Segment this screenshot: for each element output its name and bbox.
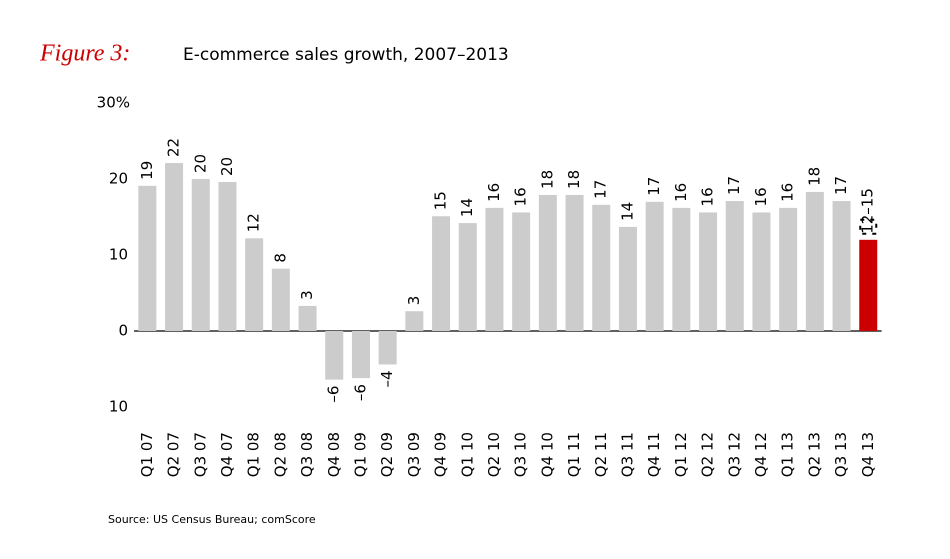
value-label: 15 bbox=[432, 191, 450, 210]
source: Source: US Census Bureau; comScore bbox=[108, 513, 316, 526]
bar bbox=[512, 212, 531, 331]
bar bbox=[592, 204, 611, 331]
bar bbox=[672, 207, 691, 331]
value-label: 16 bbox=[485, 183, 503, 202]
bar bbox=[859, 239, 878, 331]
x-tick-label: Q2 11 bbox=[592, 432, 610, 477]
value-label: 16 bbox=[779, 183, 797, 202]
value-label: 18 bbox=[565, 170, 583, 189]
value-label: 20 bbox=[218, 157, 236, 176]
y-tick-label: 30% bbox=[97, 94, 130, 112]
bar bbox=[405, 311, 424, 331]
value-label: 17 bbox=[645, 177, 663, 196]
value-label: –4 bbox=[378, 370, 396, 387]
x-tick-label: Q2 12 bbox=[699, 432, 717, 477]
value-label: 3 bbox=[298, 290, 316, 300]
x-tick-label: Q2 09 bbox=[378, 432, 396, 477]
bar bbox=[618, 226, 637, 331]
x-tick-label: Q1 08 bbox=[245, 432, 263, 477]
value-label: –6 bbox=[325, 386, 343, 403]
bar bbox=[565, 194, 584, 331]
x-tick-label: Q1 07 bbox=[138, 432, 156, 477]
x-tick-label: Q3 10 bbox=[512, 432, 530, 477]
x-tick-label: Q3 13 bbox=[832, 432, 850, 477]
figure-label: Figure 3: bbox=[39, 41, 130, 67]
bar bbox=[138, 185, 157, 331]
bar bbox=[351, 331, 370, 379]
x-tick-label: Q4 07 bbox=[218, 432, 236, 477]
bar bbox=[725, 201, 744, 331]
y-tick-label: 20 bbox=[109, 170, 128, 188]
bar bbox=[191, 179, 210, 331]
value-label: 18 bbox=[538, 170, 556, 189]
value-label: 16 bbox=[512, 187, 530, 206]
x-tick-label: Q4 08 bbox=[325, 432, 343, 477]
chart-title: E-commerce sales growth, 2007–2013 bbox=[183, 45, 509, 65]
value-label: 14 bbox=[458, 198, 476, 217]
value-label: 17 bbox=[592, 180, 610, 199]
x-tick-label: Q2 13 bbox=[805, 432, 823, 477]
x-tick-label: Q4 13 bbox=[859, 432, 877, 477]
value-label: 22 bbox=[165, 138, 183, 157]
bar bbox=[378, 331, 397, 365]
value-label: 18 bbox=[805, 167, 823, 186]
bar bbox=[485, 207, 504, 331]
value-label: 20 bbox=[191, 154, 209, 173]
bar bbox=[432, 216, 451, 331]
x-tick-label: Q2 10 bbox=[485, 432, 503, 477]
x-tick-label: Q1 12 bbox=[672, 432, 690, 477]
value-label: 14 bbox=[618, 202, 636, 221]
x-tick-label: Q3 11 bbox=[618, 432, 636, 477]
bar bbox=[752, 212, 771, 331]
x-tick-label: Q1 09 bbox=[351, 432, 369, 477]
value-label: 16 bbox=[699, 187, 717, 206]
value-label: 8 bbox=[271, 253, 289, 263]
y-tick-label: 10 bbox=[109, 398, 128, 416]
bar bbox=[218, 182, 237, 331]
bar bbox=[298, 305, 317, 331]
bar bbox=[805, 191, 824, 331]
bar bbox=[325, 331, 344, 380]
x-tick-label: Q1 11 bbox=[565, 432, 583, 477]
value-label: 19 bbox=[138, 161, 156, 180]
x-tick-label: Q4 11 bbox=[645, 432, 663, 477]
bar bbox=[832, 201, 851, 331]
x-tick-label: Q2 08 bbox=[271, 432, 289, 477]
range-bracket bbox=[859, 218, 878, 235]
y-tick-label: 10 bbox=[109, 246, 128, 264]
y-tick-label: 0 bbox=[118, 322, 128, 340]
bar bbox=[538, 194, 557, 331]
value-label: 16 bbox=[752, 187, 770, 206]
x-tick-label: Q3 12 bbox=[725, 432, 743, 477]
x-tick-label: Q1 10 bbox=[458, 432, 476, 477]
value-label: 12 bbox=[245, 213, 263, 232]
value-label: 17 bbox=[832, 176, 850, 195]
bar bbox=[645, 201, 664, 331]
bar bbox=[699, 212, 718, 331]
bar bbox=[779, 207, 798, 331]
value-label: 3 bbox=[405, 296, 423, 306]
bar bbox=[245, 238, 264, 331]
x-tick-label: Q3 09 bbox=[405, 432, 423, 477]
x-tick-label: Q2 07 bbox=[165, 432, 183, 477]
x-tick-label: Q4 12 bbox=[752, 432, 770, 477]
value-label: 16 bbox=[672, 183, 690, 202]
bar bbox=[165, 163, 184, 331]
x-tick-label: Q4 09 bbox=[432, 432, 450, 477]
x-tick-label: Q3 08 bbox=[298, 432, 316, 477]
value-label: 12–15 bbox=[859, 188, 877, 234]
value-label: –6 bbox=[351, 384, 369, 401]
bar bbox=[271, 268, 290, 331]
bar bbox=[458, 223, 477, 331]
value-label: 17 bbox=[725, 176, 743, 195]
x-tick-label: Q3 07 bbox=[191, 432, 209, 477]
x-tick-label: Q1 13 bbox=[779, 432, 797, 477]
x-tick-label: Q4 10 bbox=[538, 432, 556, 477]
